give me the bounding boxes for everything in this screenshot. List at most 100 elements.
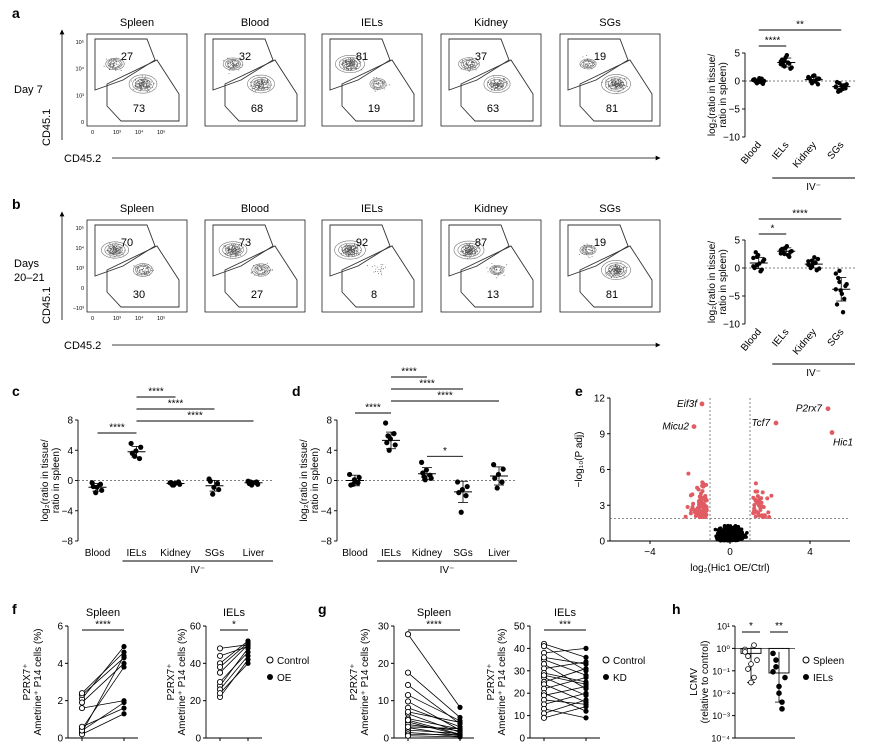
flow-y-tick-label: 10⁵ xyxy=(76,39,84,46)
y-tick-label: −10 xyxy=(723,320,740,331)
flow-contour xyxy=(225,59,241,69)
legend-label: Control xyxy=(277,656,309,667)
data-point xyxy=(751,642,757,648)
flow-y-tick-label: 0 xyxy=(81,120,84,126)
data-point xyxy=(757,76,762,81)
flow-tissue-title: IELs xyxy=(361,17,384,29)
y-tick-label: 20 xyxy=(378,659,390,670)
x-category-label: Kidney xyxy=(791,140,819,170)
control-point xyxy=(540,672,548,679)
flow-tissue-title: SGs xyxy=(599,203,621,215)
treated-point xyxy=(457,726,463,732)
flow-contour xyxy=(107,245,123,255)
flow-gate-lower xyxy=(579,59,653,122)
y-axis-label: (relative to control) xyxy=(700,641,711,724)
data-point xyxy=(770,669,776,675)
y-tick-label: 0 xyxy=(195,734,201,745)
flow-b-y-axis-label: CD45.1 xyxy=(41,287,53,324)
data-point xyxy=(751,255,756,261)
flow-contour xyxy=(492,266,502,274)
flow-events xyxy=(341,243,386,276)
flow-contour xyxy=(107,59,123,69)
data-point xyxy=(778,61,784,67)
treated-point xyxy=(245,653,251,659)
flow-upper-percent: 37 xyxy=(475,51,487,63)
flow-tissue-title: SGs xyxy=(599,17,621,29)
y-tick-label: −5 xyxy=(729,105,741,116)
paired-line xyxy=(81,663,125,703)
x-category-label: SGs xyxy=(826,140,847,162)
gene-label: Tcf7 xyxy=(751,418,770,429)
treated-point xyxy=(121,705,127,711)
flow-lower-percent: 27 xyxy=(251,289,263,301)
significance-label: *** xyxy=(559,620,571,631)
y-tick-label: 10⁻⁴ xyxy=(711,734,730,744)
paired-line xyxy=(407,711,461,723)
plot-title: Spleen xyxy=(417,607,451,619)
significance-label: * xyxy=(443,446,447,457)
highlighted-gene-point xyxy=(829,430,835,435)
data-point xyxy=(776,690,782,696)
treated-point xyxy=(583,665,589,672)
row-label-days: Days xyxy=(14,258,40,270)
legend-marker-control xyxy=(266,656,274,664)
paired-line xyxy=(407,701,461,731)
data-point xyxy=(355,480,361,486)
flow-cytometry-row-day20: Days 20–21 CD45.1 CD45.2 Spleen 10⁵ 10⁴ 10³… xyxy=(14,203,661,352)
plot-title: Spleen xyxy=(86,607,120,619)
flow-upper-percent: 87 xyxy=(475,237,487,249)
flow-plot-frame xyxy=(86,219,188,313)
nonsignificant-genes xyxy=(713,523,749,543)
flow-gate-lower xyxy=(106,59,180,122)
x-category-label: Kidney xyxy=(791,327,819,357)
legend-marker-spleen xyxy=(802,656,810,664)
flow-contour xyxy=(489,264,505,276)
y-tick-label: 0 xyxy=(519,734,525,745)
flow-plot-frame xyxy=(321,33,423,127)
x-category-label: Kidney xyxy=(160,548,191,559)
treated-point xyxy=(121,711,127,717)
highlighted-gene-point xyxy=(699,401,705,407)
data-point xyxy=(748,661,754,667)
paired-line xyxy=(543,677,587,696)
treated-point xyxy=(583,654,589,660)
y-axis-label: Ametrine⁺ P14 cells (%) xyxy=(360,629,371,736)
flow-tissue-title: IELs xyxy=(361,203,384,215)
control-point xyxy=(540,714,548,721)
treated-point xyxy=(121,643,127,650)
data-point xyxy=(789,65,794,70)
data-point xyxy=(779,699,785,705)
data-point xyxy=(423,467,429,473)
significance-label: **** xyxy=(95,620,111,631)
flow-contour xyxy=(247,74,275,94)
highlighted-gene-point xyxy=(825,406,831,412)
paired-line xyxy=(543,706,587,719)
control-point xyxy=(216,664,224,671)
paired-line xyxy=(219,646,249,657)
flow-x-tick-label: 10⁵ xyxy=(157,315,165,322)
x-category-label: Blood xyxy=(739,327,764,354)
flow-lower-percent: 63 xyxy=(487,103,499,115)
control-point xyxy=(404,698,412,705)
y-tick-label: 9 xyxy=(599,429,605,440)
flow-y-tick-label: 10⁴ xyxy=(76,245,85,252)
flow-contour xyxy=(335,54,365,73)
treated-point xyxy=(121,664,127,670)
y-tick-label: 6 xyxy=(599,465,605,476)
flow-lower-percent: 30 xyxy=(133,289,145,301)
treated-point xyxy=(583,690,589,696)
treated-point xyxy=(583,645,589,652)
significance-label: * xyxy=(232,620,236,631)
y-tick-label: −8 xyxy=(321,537,333,548)
legend-marker-iels xyxy=(803,674,809,680)
paired-line xyxy=(81,666,125,729)
y-tick-label: −10 xyxy=(723,133,740,144)
flow-gate-upper xyxy=(94,224,156,277)
paired-line xyxy=(543,656,587,665)
flow-contour xyxy=(341,244,359,256)
data-point xyxy=(351,477,357,483)
y-tick-label: 6 xyxy=(57,622,63,633)
